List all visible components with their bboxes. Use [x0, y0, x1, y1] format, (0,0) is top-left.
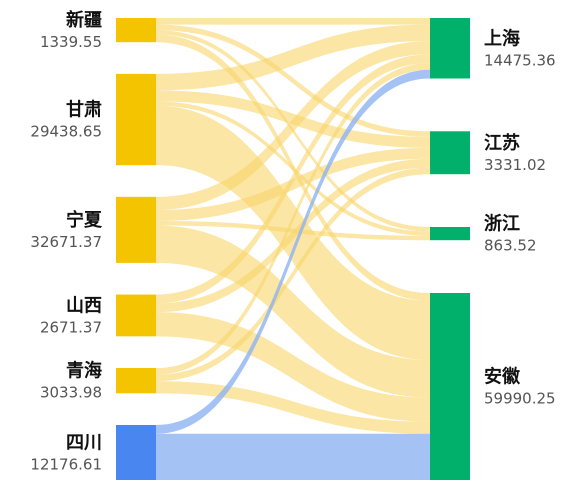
node-value: 12176.61: [30, 456, 102, 474]
link: [156, 24, 430, 91]
node: [430, 293, 470, 480]
link: [156, 433, 430, 480]
link: [156, 63, 430, 375]
link: [156, 147, 430, 222]
node-value: 2671.37: [40, 318, 102, 336]
node: [430, 131, 470, 175]
link: [156, 18, 430, 25]
node-name: 四川: [66, 433, 102, 454]
node-value: 1339.55: [40, 33, 102, 51]
link: [156, 69, 430, 434]
node: [116, 73, 156, 166]
node-name: 甘肃: [66, 99, 102, 121]
node-name: 山西: [66, 295, 102, 316]
link: [156, 54, 430, 304]
link: [156, 158, 430, 313]
node: [116, 425, 156, 480]
link: [156, 101, 430, 236]
link: [156, 167, 430, 382]
node-name: 安徽: [484, 366, 521, 388]
node-value: 3033.98: [40, 384, 102, 402]
node-value: 32671.37: [30, 233, 102, 251]
node-name: 宁夏: [66, 209, 103, 231]
node: [116, 294, 156, 337]
node-value: 863.52: [484, 237, 537, 255]
node-value: 59990.25: [484, 390, 556, 408]
node-value: 14475.36: [484, 51, 556, 69]
link: [156, 221, 430, 241]
link: [156, 24, 430, 137]
node: [116, 18, 156, 43]
node: [430, 18, 470, 79]
node-value: 29438.65: [30, 123, 102, 141]
node: [116, 196, 156, 263]
node-name: 江苏: [484, 132, 520, 154]
node-name: 青海: [66, 360, 102, 382]
node-name: 上海: [484, 27, 520, 49]
node: [116, 368, 156, 394]
node-name: 新疆: [66, 9, 102, 31]
node-value: 3331.02: [484, 156, 546, 174]
node-name: 浙江: [484, 213, 520, 235]
link: [156, 41, 430, 211]
node: [430, 227, 470, 241]
link: [156, 225, 430, 398]
